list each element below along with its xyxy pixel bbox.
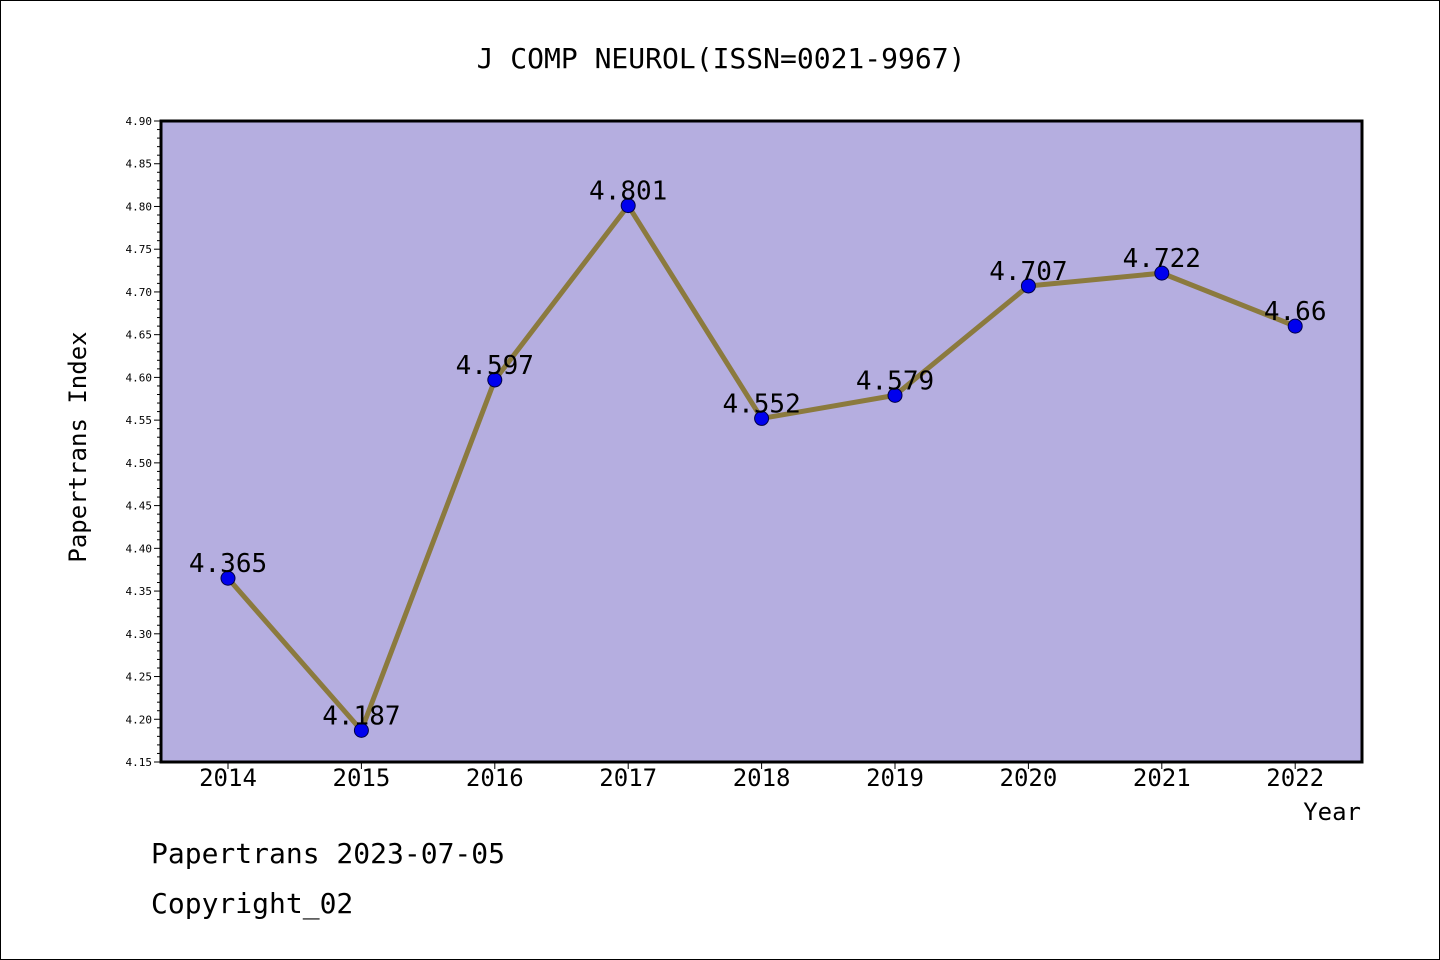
data-label: 4.801 <box>589 177 667 207</box>
data-label: 4.187 <box>322 701 400 731</box>
data-point <box>887 387 903 403</box>
x-tick-label: 2018 <box>733 764 791 792</box>
data-point <box>1020 278 1036 294</box>
y-tick-label: 4.35 <box>126 585 153 598</box>
data-point <box>1287 318 1303 334</box>
data-points <box>220 198 1303 738</box>
x-axis: 2014 2015 2016 2017 2018 2019 2020 2021 2022 <box>199 762 1324 792</box>
y-axis: 4.15 4.20 4.25 4.30 4.35 4.40 4.45 4.50 4.55 4.60… <box>126 115 161 769</box>
y-tick-label: 4.15 <box>126 756 153 769</box>
chart-title: J COMP NEUROL(ISSN=0021-9967) <box>477 42 966 75</box>
data-label: 4.579 <box>856 366 934 396</box>
data-label: 4.365 <box>189 549 267 579</box>
x-tick-label: 2019 <box>866 764 924 792</box>
data-label: 4.66 <box>1264 297 1327 327</box>
y-tick-label: 4.40 <box>126 542 153 555</box>
data-label: 4.707 <box>989 257 1067 287</box>
y-tick-label: 4.45 <box>126 500 153 513</box>
x-tick-label: 2016 <box>466 764 524 792</box>
y-tick-label: 4.80 <box>126 200 153 213</box>
data-point <box>754 410 770 426</box>
x-tick-label: 2015 <box>333 764 391 792</box>
y-tick-label: 4.50 <box>126 457 153 470</box>
data-label: 4.722 <box>1123 244 1201 274</box>
data-label: 4.552 <box>722 389 800 419</box>
y-tick-label: 4.65 <box>126 329 153 342</box>
y-tick-label: 4.75 <box>126 243 153 256</box>
data-point <box>220 570 236 586</box>
x-tick-label: 2021 <box>1133 764 1191 792</box>
y-tick-label: 4.25 <box>126 671 153 684</box>
x-tick-label: 2014 <box>199 764 257 792</box>
y-tick-label: 4.90 <box>126 115 153 128</box>
data-point <box>1154 265 1170 281</box>
x-tick-label: 2020 <box>1000 764 1058 792</box>
x-tick-label: 2022 <box>1266 764 1324 792</box>
footer-copyright: Copyright_02 <box>151 887 354 920</box>
x-tick-label: 2017 <box>599 764 657 792</box>
data-labels: 4.365 4.187 4.597 4.801 4.552 4.579 4.707 4.722… <box>189 177 1327 732</box>
y-axis-label: Papertrans Index <box>64 331 92 562</box>
y-tick-label: 4.20 <box>126 713 153 726</box>
y-tick-label: 4.85 <box>126 158 153 171</box>
data-point <box>620 198 636 214</box>
y-tick-label: 4.60 <box>126 371 153 384</box>
data-point <box>353 722 369 738</box>
y-tick-label: 4.30 <box>126 628 153 641</box>
y-tick-label: 4.70 <box>126 286 153 299</box>
x-axis-label: Year <box>1303 798 1361 826</box>
y-tick-label: 4.55 <box>126 414 153 427</box>
plot-area <box>159 119 1364 764</box>
footer-date: Papertrans 2023-07-05 <box>151 837 506 870</box>
data-point <box>487 372 503 388</box>
data-label: 4.597 <box>456 351 534 381</box>
